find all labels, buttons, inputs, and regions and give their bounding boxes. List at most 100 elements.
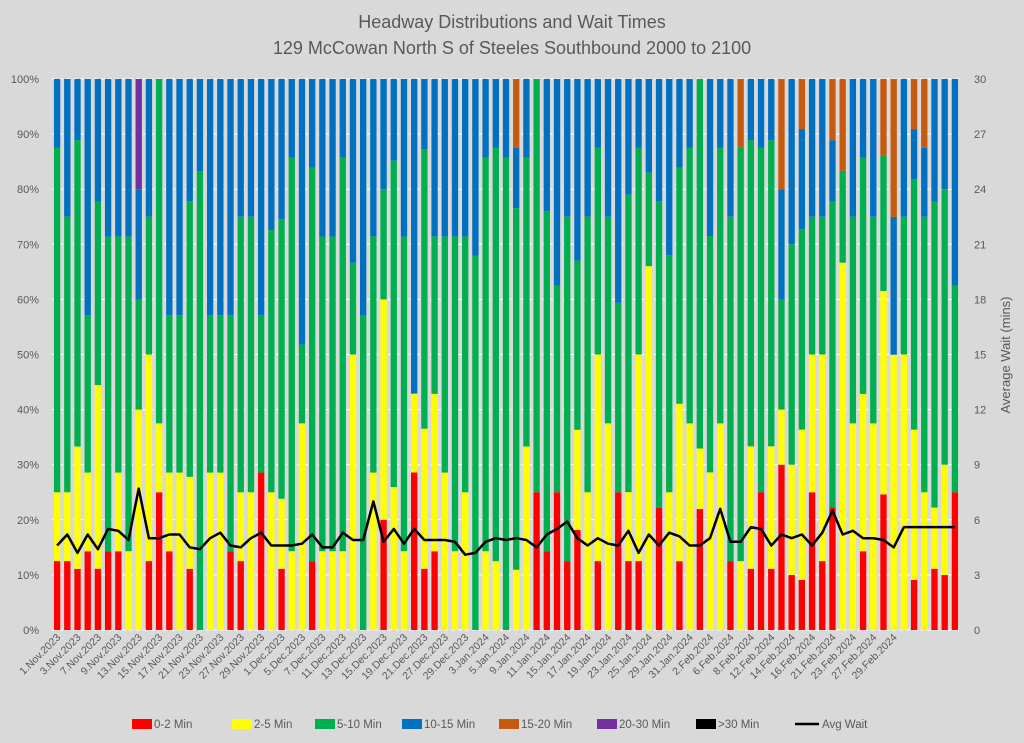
bar-segment-5-10-min — [135, 299, 142, 410]
bar-segment-10-15-min — [778, 189, 785, 300]
bar-segment-2-5-min — [625, 492, 632, 562]
bar-segment-5-10-min — [53, 147, 61, 493]
bar-segment-5-10-min — [859, 157, 867, 394]
right-y-tick-label: 30 — [974, 74, 986, 86]
bar-segment-2-5-min — [604, 423, 612, 630]
bar-segment-10-15-min — [217, 79, 224, 316]
bar-segment-5-10-min — [441, 236, 448, 473]
bar-segment-5-10-min — [625, 194, 632, 493]
bar-segment-0-2-min — [53, 561, 61, 630]
bar-segment-10-15-min — [411, 79, 418, 394]
left-y-tick-label: 10% — [17, 570, 39, 582]
legend-item: Avg Wait — [795, 719, 868, 731]
bar-segment-10-15-min — [94, 79, 102, 202]
bar-segment-5-10-min — [278, 219, 285, 499]
bar-segment-5-10-min — [380, 189, 387, 300]
bar-segment-5-10-min — [706, 236, 714, 473]
bar-segment-0-2-min — [778, 464, 785, 630]
bar-segment-10-15-min — [268, 79, 275, 230]
bar-segment-2-5-min — [217, 472, 224, 630]
bar-segment-0-2-min — [421, 568, 428, 630]
bar-segment-10-15-min — [727, 79, 734, 217]
bar-segment-5-10-min — [717, 147, 724, 424]
bar-segment-5-10-min — [513, 208, 520, 570]
legend-swatch — [402, 719, 422, 729]
legend-label: 15-20 Min — [521, 719, 572, 731]
bar-segment-0-2-min — [533, 492, 540, 630]
bar-segment-5-10-min — [921, 216, 928, 493]
bar-segment-5-10-min — [768, 140, 775, 447]
bar-segment-5-10-min — [778, 299, 785, 410]
bar-segment-5-10-min — [288, 157, 295, 552]
bar-segment-5-10-min — [298, 344, 306, 424]
bar-segment-2-5-min — [513, 569, 520, 630]
bar-segment-2-5-min — [492, 561, 499, 630]
bar-segment-2-5-min — [206, 472, 214, 630]
bar-segment-5-10-min — [564, 216, 571, 562]
bar-segment-5-10-min — [931, 201, 938, 508]
bar-segment-2-5-min — [666, 492, 673, 630]
bar-segment-0-2-min — [655, 507, 663, 630]
bar-segment-2-5-min — [380, 299, 387, 520]
bar-segment-0-2-min — [594, 561, 601, 630]
bar-segment-2-5-min — [870, 423, 877, 630]
bar-segment-0-2-min — [145, 561, 153, 630]
left-y-tick-label: 40% — [17, 405, 39, 417]
bar-segment-10-15-min — [910, 129, 918, 180]
bar-segment-0-2-min — [166, 551, 173, 630]
bar-segment-2-5-min — [849, 423, 857, 630]
bar-segment-2-5-min — [696, 448, 704, 510]
left-y-tick-label: 90% — [17, 129, 39, 141]
bar-segment-5-10-min — [819, 216, 826, 355]
bar-segment-10-15-min — [196, 79, 204, 172]
left-y-tick-label: 30% — [17, 460, 39, 472]
left-y-axis: 0% 10% 20% 30% 40% 50% 60% 70% 80% 90% 100% — [11, 74, 39, 637]
bar-segment-2-5-min — [319, 551, 326, 630]
bar-segment-10-15-min — [819, 79, 826, 217]
left-y-tick-label: 0% — [23, 625, 39, 637]
bar-segment-10-15-min — [543, 79, 550, 212]
bar-segment-5-10-min — [686, 147, 693, 424]
bar-segment-5-10-min — [910, 179, 918, 430]
left-y-tick-label: 80% — [17, 184, 39, 196]
bar-segment-2-5-min — [349, 354, 357, 630]
bar-segment-5-10-min — [329, 236, 336, 552]
bar-segment-2-5-min — [74, 446, 81, 569]
bar-segment-2-5-min — [635, 354, 642, 562]
bar-segment-10-15-min — [288, 79, 295, 158]
bar-segment-2-5-min — [717, 423, 724, 630]
bar-segment-5-10-min — [186, 201, 193, 477]
bar-segment-10-15-min — [451, 79, 459, 237]
legend-swatch — [232, 719, 252, 729]
legend-item: >30 Min — [696, 719, 759, 731]
bar-segment-2-5-min — [176, 472, 183, 630]
left-y-tick-label: 60% — [17, 294, 39, 306]
bar-segment-10-15-min — [53, 79, 61, 148]
right-axis-title: Average Wait (mins) — [998, 296, 1013, 413]
bar-segment-2-5-min — [431, 393, 438, 552]
left-y-tick-label: 100% — [11, 74, 39, 86]
gridlines — [52, 78, 960, 631]
right-y-tick-label: 3 — [974, 570, 980, 582]
bar-segment-2-5-min — [370, 472, 377, 630]
right-y-axis: 0 3 6 9 12 15 18 21 24 27 30 — [974, 74, 986, 637]
bar-segment-10-15-min — [747, 79, 755, 141]
bar-segment-0-2-min — [788, 574, 795, 630]
chart-title: Headway Distributions and Wait Times — [358, 12, 666, 32]
bars — [53, 79, 959, 630]
bar-segment-2-5-min — [94, 385, 102, 569]
bar-segment-0-2-min — [798, 579, 806, 630]
legend-swatch — [597, 719, 617, 729]
bar-segment-5-10-min — [543, 211, 550, 552]
bar-segment-2-5-min — [747, 446, 755, 569]
bar-segment-0-2-min — [910, 579, 918, 630]
avg-wait-line-group — [56, 487, 955, 556]
bar-segment-5-10-min — [502, 157, 510, 630]
bar-segment-10-15-min — [655, 79, 663, 202]
bar-segment-20-30-min — [135, 79, 142, 190]
bar-segment-2-5-min — [808, 354, 816, 493]
bar-segment-15-20-min — [798, 79, 806, 130]
bar-segment-5-10-min — [880, 155, 887, 291]
legend-label: 2-5 Min — [254, 719, 292, 731]
